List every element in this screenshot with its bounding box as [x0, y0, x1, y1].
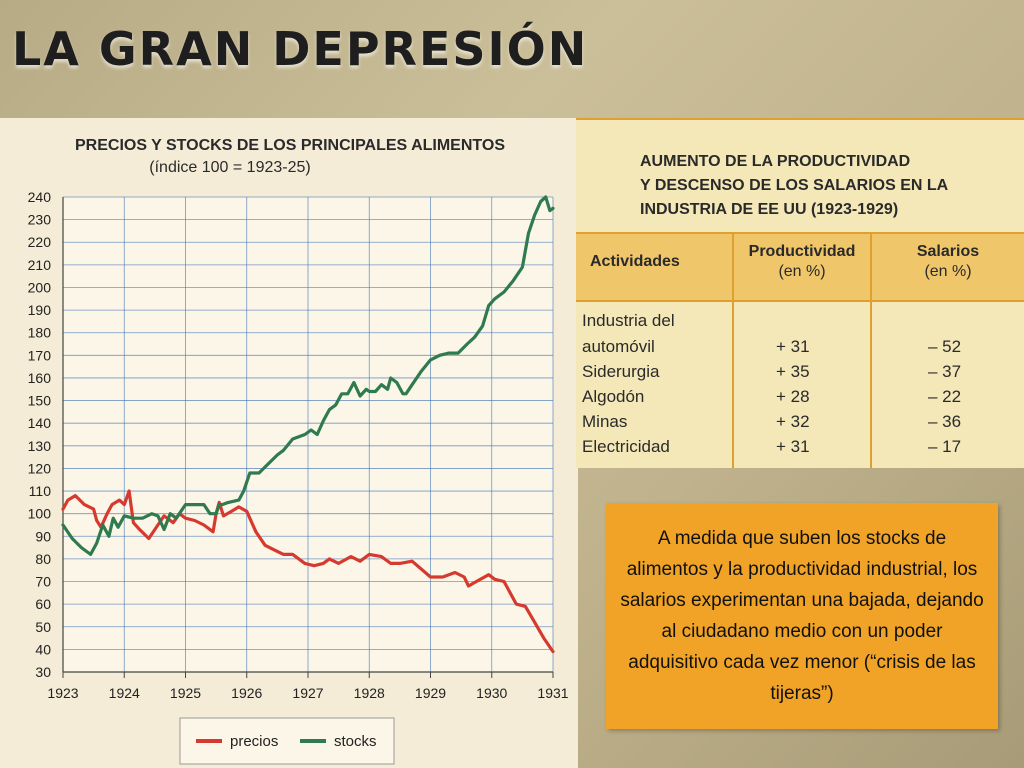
- y-tick-label: 60: [35, 596, 51, 612]
- x-tick-label: 1931: [537, 685, 568, 701]
- table-cell-salarios: – 37: [928, 362, 962, 381]
- y-tick-label: 210: [28, 257, 52, 273]
- y-tick-label: 80: [35, 551, 51, 567]
- y-tick-label: 70: [35, 574, 51, 590]
- chart-panel: 30 40 50 60 70 80 90 100 110 120 130 140 150 160 170 18…: [0, 118, 578, 768]
- y-tick-label: 240: [28, 189, 52, 205]
- column-divider: [870, 232, 872, 468]
- table-title-line-1: AUMENTO DE LA PRODUCTIVIDAD: [640, 153, 911, 170]
- y-tick-label: 50: [35, 619, 51, 635]
- legend-label-stocks: stocks: [334, 733, 377, 750]
- line-chart: 30 40 50 60 70 80 90 100 110 120 130 140 150 160 170 18…: [28, 189, 569, 765]
- y-tick-label: 150: [28, 393, 52, 409]
- table-title-line-2: Y DESCENSO DE LOS SALARIOS EN LA: [640, 177, 949, 194]
- table-cell-productividad: + 28: [776, 387, 810, 406]
- y-tick-label: 230: [28, 212, 52, 228]
- column-divider: [732, 232, 734, 468]
- table-cell-productividad: + 35: [776, 362, 810, 381]
- table-cell-productividad: + 32: [776, 412, 810, 431]
- series-line-stocks: [61, 195, 555, 557]
- x-tick-label: 1929: [415, 685, 446, 701]
- x-tick-label: 1930: [476, 685, 507, 701]
- caption-text: A medida que suben los stocks de aliment…: [620, 528, 984, 704]
- header-productividad-label: Productividad: [748, 243, 856, 260]
- y-tick-label: 190: [28, 302, 52, 318]
- header-salarios-label: Salarios: [916, 243, 980, 260]
- y-tick-label: 30: [35, 664, 51, 680]
- header-productividad: Productividad (en %): [734, 242, 870, 282]
- table-title: AUMENTO DE LA PRODUCTIVIDAD Y DESCENSO D…: [640, 150, 1000, 222]
- table-cell-salarios: – 36: [928, 412, 962, 431]
- header-salarios-unit: (en %): [924, 263, 972, 280]
- table-cell-actividad: Electricidad: [582, 437, 670, 456]
- x-tick-label: 1925: [170, 685, 201, 701]
- table-cell-salarios: – 52: [928, 337, 962, 356]
- slide-title: LA GRAN DEPRESIÓN: [12, 22, 589, 76]
- header-productividad-unit: (en %): [778, 263, 826, 280]
- y-tick-label: 130: [28, 438, 52, 454]
- y-tick-label: 200: [28, 279, 52, 295]
- x-axis-ticks: 1923 1924 1925 1926 1927 1928 1929 1930 1931: [47, 671, 569, 701]
- table-cell-productividad: + 31: [776, 337, 810, 356]
- series-line-precios: [61, 489, 555, 654]
- y-tick-label: 180: [28, 325, 52, 341]
- x-tick-label: 1928: [354, 685, 385, 701]
- table-cell-actividad: Minas: [582, 412, 628, 431]
- table-cell-salarios: – 17: [928, 437, 962, 456]
- y-tick-label: 220: [28, 234, 52, 250]
- table-header-row: [576, 232, 1024, 302]
- table-cell-salarios: – 22: [928, 387, 962, 406]
- productivity-table: AUMENTO DE LA PRODUCTIVIDAD Y DESCENSO D…: [576, 118, 1024, 468]
- x-tick-label: 1923: [47, 685, 78, 701]
- chart-legend: precios stocks: [179, 717, 395, 765]
- chart-title: PRECIOS Y STOCKS DE LOS PRINCIPALES ALIM…: [75, 137, 505, 154]
- y-tick-label: 140: [28, 415, 52, 431]
- x-tick-label: 1926: [231, 685, 262, 701]
- y-tick-label: 160: [28, 370, 52, 386]
- legend-label-precios: precios: [230, 733, 278, 750]
- y-tick-label: 40: [35, 641, 51, 657]
- chart-subtitle: (índice 100 = 1923-25): [149, 159, 311, 176]
- table-cell-actividad: Siderurgia: [582, 362, 660, 381]
- y-tick-label: 110: [29, 483, 52, 499]
- chart-gridlines: [62, 196, 554, 673]
- table-cell-actividad: Industria del: [582, 311, 675, 330]
- caption-box: A medida que suben los stocks de aliment…: [606, 503, 998, 729]
- table-title-line-3: INDUSTRIA DE EE UU (1923-1929): [640, 201, 899, 218]
- header-actividades: Actividades: [590, 253, 680, 270]
- chart-series: [61, 195, 555, 654]
- y-tick-label: 90: [35, 528, 51, 544]
- x-tick-label: 1924: [109, 685, 140, 701]
- header-salarios: Salarios (en %): [872, 242, 1024, 282]
- x-tick-label: 1927: [292, 685, 323, 701]
- y-tick-label: 170: [28, 347, 52, 363]
- y-tick-label: 120: [28, 460, 52, 476]
- y-axis-ticks: 30 40 50 60 70 80 90 100 110 120 130 140 150 160 170 18…: [28, 189, 64, 680]
- table-cell-productividad: + 31: [776, 437, 810, 456]
- table-cell-actividad: automóvil: [582, 337, 655, 356]
- y-tick-label: 100: [28, 506, 52, 522]
- table-cell-actividad: Algodón: [582, 387, 645, 406]
